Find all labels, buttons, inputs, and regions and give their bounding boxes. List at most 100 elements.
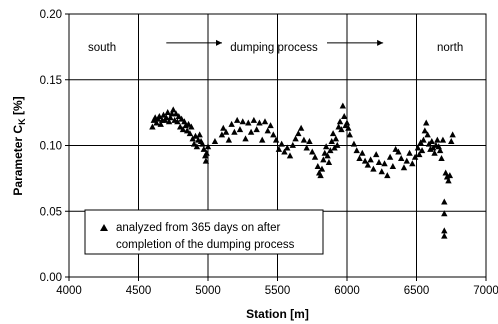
data-point [441, 232, 448, 239]
data-point [334, 141, 341, 148]
data-point [286, 152, 294, 159]
x-tick-label: 5000 [195, 285, 221, 297]
data-point [446, 172, 454, 179]
data-point [264, 127, 271, 134]
data-point [436, 147, 444, 154]
data-point [160, 111, 167, 118]
y-tick-label: 0.10 [40, 141, 62, 153]
data-point [414, 144, 422, 151]
data-point [267, 122, 274, 129]
data-point [332, 135, 340, 142]
data-point [441, 198, 448, 205]
data-point [225, 136, 233, 143]
x-tick-label: 6500 [404, 285, 430, 297]
data-point [295, 130, 302, 137]
data-point [322, 143, 330, 150]
data-point [297, 124, 305, 131]
data-point [341, 112, 348, 119]
data-point [389, 162, 397, 169]
data-point [424, 131, 431, 138]
x-axis-ticks: 4000 4500 5000 5500 6000 6500 7000 [56, 277, 498, 297]
data-point [222, 128, 230, 135]
y-axis-label-unit: [%] [11, 96, 25, 118]
data-point [242, 135, 249, 142]
data-point [398, 155, 405, 162]
data-point [178, 115, 185, 122]
data-point [233, 116, 241, 123]
data-point [204, 143, 212, 150]
data-point [289, 141, 296, 148]
data-point [416, 151, 423, 158]
data-point [434, 136, 441, 143]
data-point [449, 131, 456, 138]
data-point [220, 124, 227, 131]
data-point [335, 123, 342, 130]
data-point [439, 136, 447, 143]
data-point [168, 110, 176, 117]
data-point [448, 137, 455, 144]
data-point [163, 114, 170, 121]
data-point [361, 157, 369, 164]
data-point [325, 158, 333, 165]
data-point [378, 168, 385, 175]
y-tick-label: 0.15 [40, 75, 62, 87]
data-point [177, 123, 184, 130]
data-point [170, 106, 177, 113]
data-point [400, 164, 408, 171]
data-point [211, 137, 219, 144]
data-point [149, 123, 156, 130]
data-point [284, 144, 291, 151]
data-point [153, 119, 160, 126]
region-label-process: dumping process [230, 42, 318, 54]
data-point [421, 127, 429, 134]
data-point [411, 153, 419, 160]
data-point [395, 148, 402, 155]
data-point [196, 131, 203, 138]
region-label-north: north [437, 42, 463, 54]
data-point [423, 119, 430, 126]
data-point [275, 145, 283, 152]
data-point [193, 143, 201, 150]
data-point [420, 136, 427, 143]
data-point [179, 126, 187, 133]
data-point [343, 119, 351, 126]
data-point [236, 126, 244, 133]
data-point [428, 137, 435, 144]
y-axis-ticks: 0.00 0.05 0.10 0.15 0.20 [40, 9, 69, 284]
legend-box [84, 209, 324, 255]
data-point [418, 147, 426, 154]
data-point [231, 128, 238, 135]
data-point [247, 128, 255, 135]
data-points [149, 102, 456, 239]
data-point [239, 118, 246, 125]
data-point [292, 135, 299, 142]
y-tick-label: 0.00 [40, 272, 62, 284]
data-point [328, 137, 335, 144]
data-point [167, 114, 174, 121]
x-tick-label: 4500 [126, 285, 152, 297]
data-point [270, 131, 277, 138]
process-arrowhead-left [216, 39, 222, 46]
data-point [165, 118, 173, 125]
data-point [174, 118, 181, 125]
data-point [253, 126, 260, 133]
data-point [300, 136, 308, 143]
data-point [186, 130, 194, 137]
data-point [175, 112, 183, 119]
data-point [329, 130, 337, 137]
data-point [324, 152, 331, 159]
process-arrowhead-right [377, 39, 384, 46]
data-point [346, 131, 353, 138]
y-axis-label-main: Parameter C [11, 125, 25, 196]
y-tick-label: 0.05 [40, 206, 62, 218]
data-point [386, 153, 394, 160]
data-point [339, 102, 347, 109]
data-point [203, 149, 210, 156]
data-point [392, 145, 399, 152]
data-point [281, 148, 288, 155]
data-point [441, 227, 448, 234]
y-axis-label: Parameter CK [%] [11, 96, 27, 195]
x-tick-label: 4000 [56, 285, 82, 297]
data-point [202, 157, 210, 164]
data-point [320, 156, 327, 163]
